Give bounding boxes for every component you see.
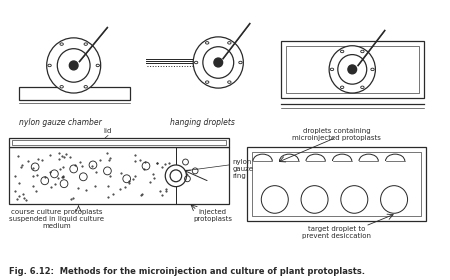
- Circle shape: [193, 37, 243, 88]
- Text: course culture protoplasts
suspended in liquid culture
medium: course culture protoplasts suspended in …: [9, 209, 104, 229]
- Circle shape: [69, 61, 78, 70]
- Circle shape: [348, 65, 356, 74]
- Circle shape: [214, 58, 223, 67]
- Text: nylon gauze chamber: nylon gauze chamber: [19, 118, 102, 127]
- Circle shape: [170, 170, 182, 182]
- Text: droplets containing
microinjected protoplasts: droplets containing microinjected protop…: [292, 127, 381, 141]
- Bar: [12, 140, 226, 145]
- Text: hanging droplets: hanging droplets: [170, 118, 235, 127]
- Circle shape: [329, 46, 375, 93]
- Bar: [281, 41, 423, 98]
- Text: injected
protoplasts: injected protoplasts: [193, 209, 232, 222]
- Text: Fig. 6.12:  Methods for the microinjection and culture of plant protoplasts.: Fig. 6.12: Methods for the microinjectio…: [9, 267, 365, 276]
- Circle shape: [57, 49, 90, 82]
- Bar: [247, 147, 426, 221]
- Circle shape: [338, 55, 367, 84]
- Text: nylon
gauze
ring: nylon gauze ring: [233, 159, 254, 179]
- Bar: [286, 46, 419, 93]
- Text: lid: lid: [104, 129, 112, 134]
- Circle shape: [165, 165, 186, 187]
- Bar: [9, 138, 229, 147]
- Bar: [19, 87, 130, 100]
- Circle shape: [47, 38, 101, 93]
- Circle shape: [203, 47, 234, 78]
- Bar: [252, 152, 421, 216]
- Text: target droplet to
prevent desiccation: target droplet to prevent desiccation: [302, 226, 371, 239]
- Bar: [9, 147, 229, 204]
